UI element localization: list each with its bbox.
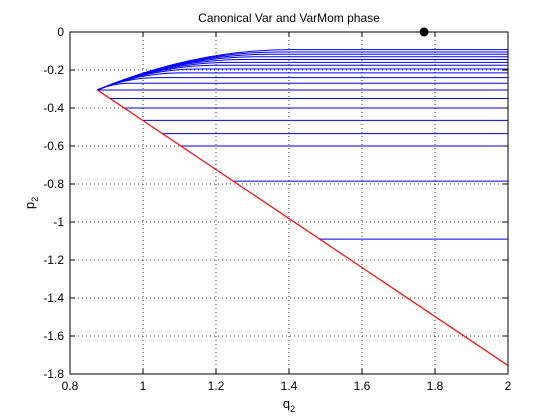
x-axis-label-main: q [283, 396, 290, 411]
x-tick-label: 0.8 [62, 379, 79, 393]
x-axis-label-subscript: 2 [290, 404, 295, 414]
ticks: 0.8 1 1.2 1.4 1.6 1.8 2 0 -0.2 -0.4 -0.6 -0.8 -1 -1.2… [43, 25, 511, 393]
chart-title: Canonical Var and VarMom phase [198, 11, 380, 25]
x-tick-label: 1.2 [208, 379, 225, 393]
y-tick-label: -0.8 [43, 177, 64, 191]
y-tick-label: -1.4 [43, 291, 64, 305]
y-tick-label: -1.2 [43, 253, 64, 267]
y-tick-label: -0.6 [43, 139, 64, 153]
y-axis-label-subscript: 2 [30, 197, 40, 202]
y-tick-label: -1 [53, 215, 64, 229]
x-tick-label: 2 [505, 379, 512, 393]
y-axis-label: p2 [22, 197, 40, 209]
y-tick-label: -0.2 [43, 63, 64, 77]
trajectory-line [97, 82, 508, 91]
x-tick-label: 1 [140, 379, 147, 393]
y-tick-label: -1.8 [43, 367, 64, 381]
x-axis-label: q2 [283, 396, 295, 414]
x-tick-label: 1.4 [281, 379, 298, 393]
x-tick-label: 1.6 [354, 379, 371, 393]
boundary-line [97, 89, 509, 366]
x-tick-label: 1.8 [427, 379, 444, 393]
y-axis-label-main: p [22, 202, 37, 209]
plot-area [97, 27, 509, 366]
y-tick-label: -0.4 [43, 101, 64, 115]
y-tick-label: -1.6 [43, 329, 64, 343]
y-tick-label: 0 [57, 25, 64, 39]
